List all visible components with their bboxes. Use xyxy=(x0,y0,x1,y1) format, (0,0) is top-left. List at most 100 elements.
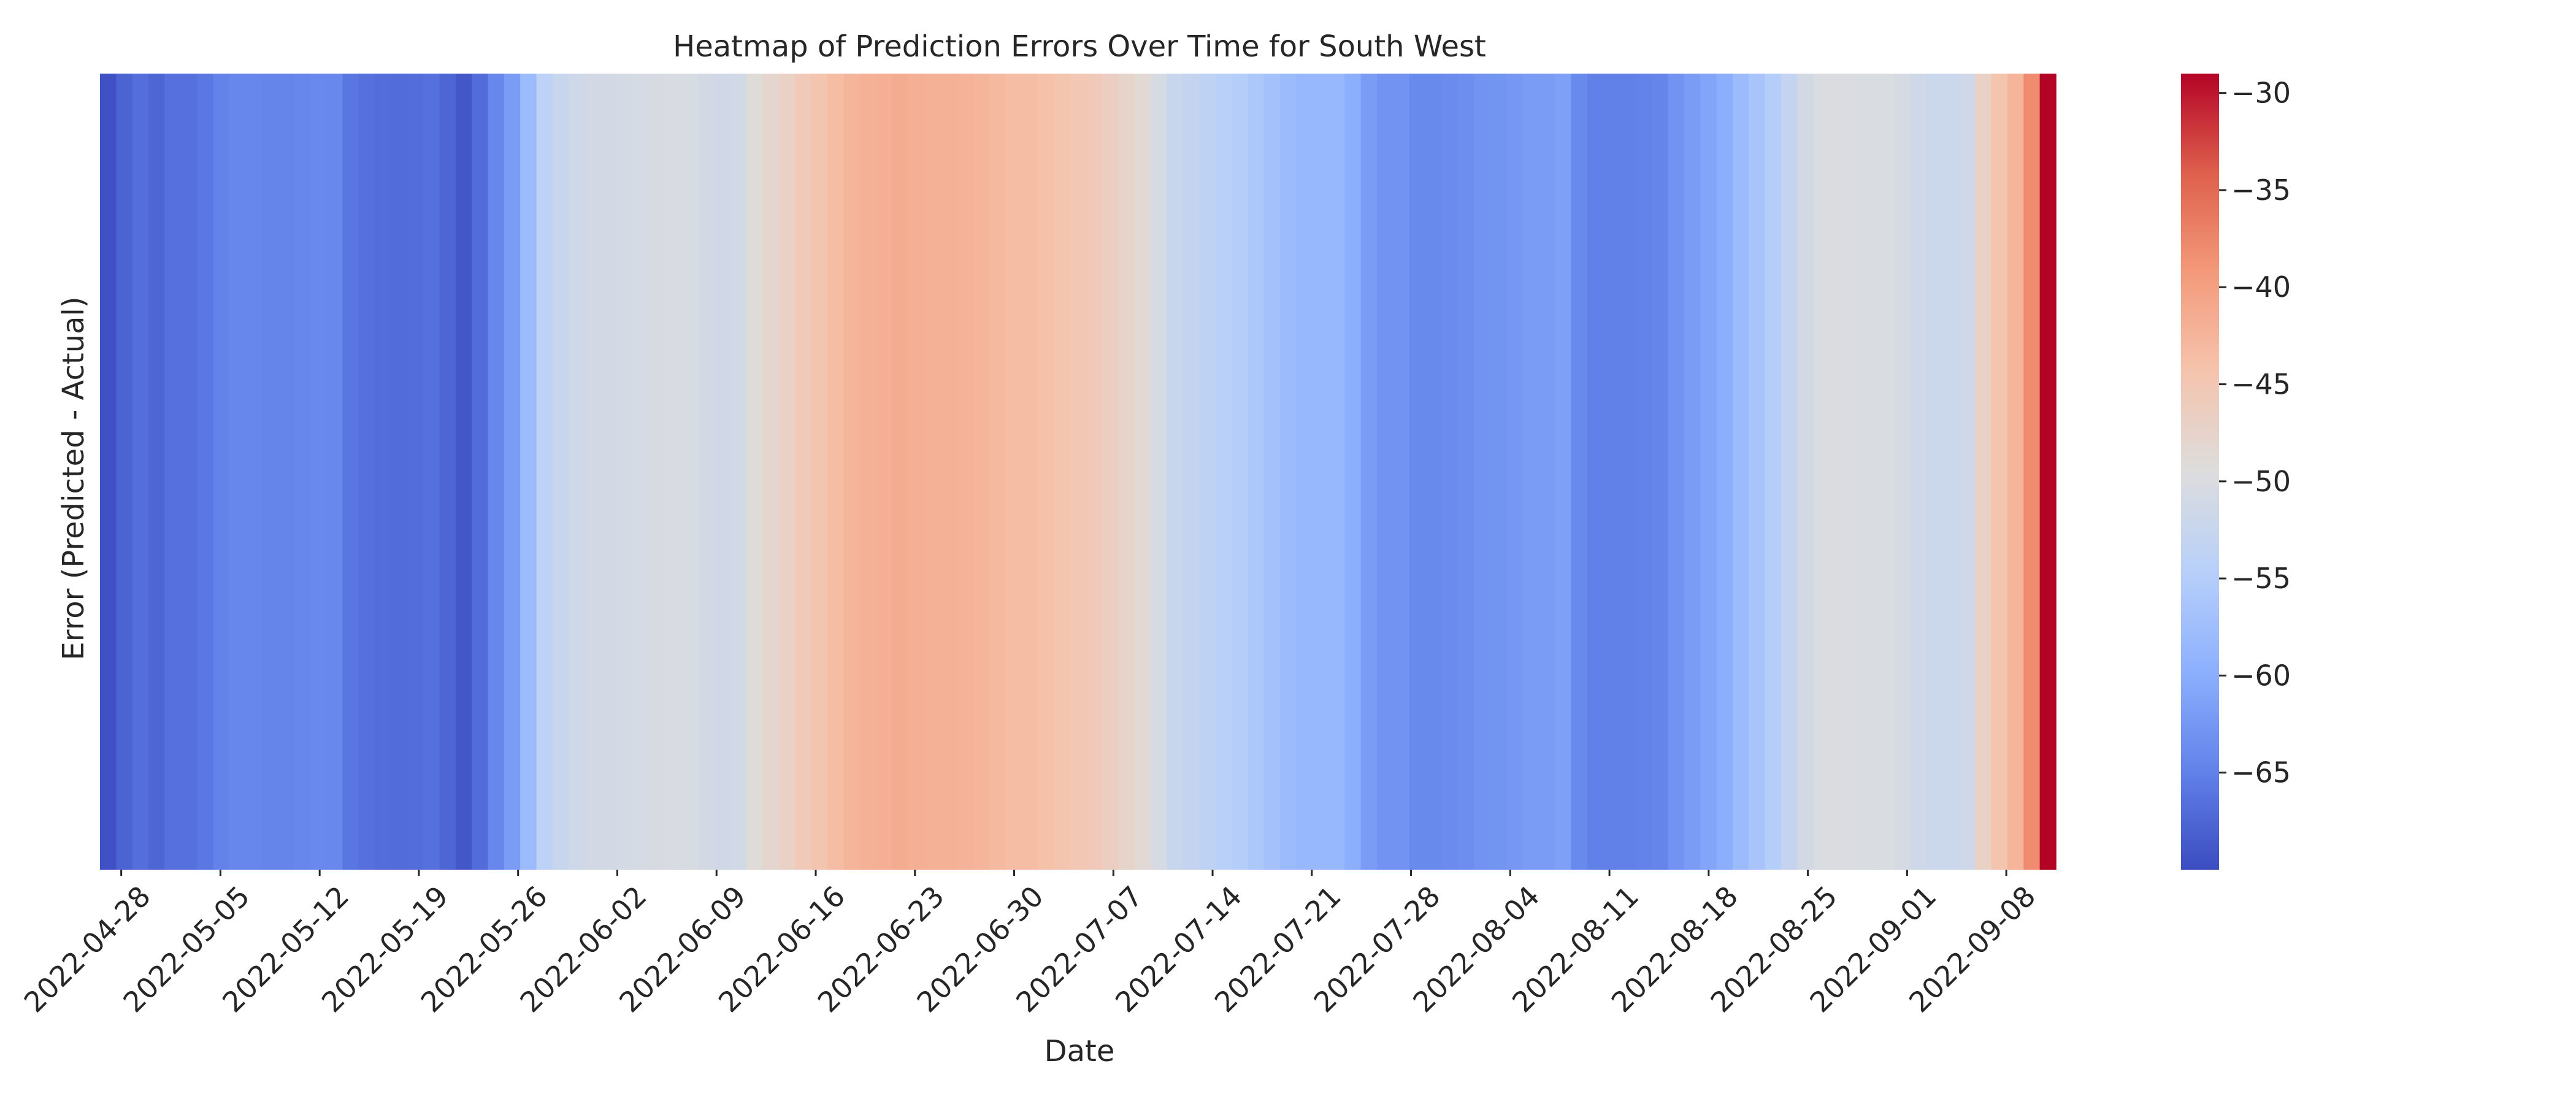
heatmap-cell xyxy=(681,74,699,870)
heatmap-cell xyxy=(1894,74,1911,870)
heatmap-cell xyxy=(1151,74,1168,870)
heatmap-cell xyxy=(859,74,876,870)
heatmap-cell xyxy=(1279,74,1297,870)
heatmap-cell xyxy=(1328,74,1346,870)
heatmap-cell xyxy=(261,74,278,870)
heatmap-cell xyxy=(908,74,925,870)
heatmap-cell xyxy=(277,74,295,870)
heatmap-cell xyxy=(714,74,731,870)
heatmap-cell xyxy=(504,74,521,870)
heatmap-cell xyxy=(1975,74,1992,870)
heatmap-cell xyxy=(778,74,796,870)
heatmap-cell xyxy=(1958,74,1976,870)
heatmap-cell xyxy=(1571,74,1588,870)
heatmap-cell xyxy=(472,74,489,870)
heatmap-cell xyxy=(1700,74,1717,870)
heatmap-cell xyxy=(1490,74,1507,870)
heatmap-cell xyxy=(520,74,537,870)
heatmap-cell xyxy=(375,74,392,870)
heatmap-cell xyxy=(1797,74,1814,870)
heatmap-cell xyxy=(1603,74,1620,870)
heatmap-cell xyxy=(423,74,440,870)
heatmap-cell xyxy=(698,74,715,870)
heatmap-cell xyxy=(1749,74,1766,870)
heatmap-cell xyxy=(2023,74,2041,870)
heatmap-cell xyxy=(342,74,359,870)
heatmap-cell xyxy=(633,74,650,870)
heatmap-cell xyxy=(1635,74,1652,870)
heatmap-cell xyxy=(310,74,327,870)
heatmap-cell xyxy=(1554,74,1572,870)
heatmap-cell xyxy=(2007,74,2025,870)
heatmap-cell xyxy=(1425,74,1443,870)
colorbar xyxy=(2181,74,2219,870)
heatmap-cell xyxy=(1474,74,1491,870)
heatmap-cell xyxy=(245,74,263,870)
heatmap-cell xyxy=(989,74,1006,870)
heatmap-cell xyxy=(811,74,828,870)
heatmap-cell xyxy=(762,74,780,870)
heatmap-cell xyxy=(1457,74,1475,870)
heatmap-cell xyxy=(1134,74,1151,870)
heatmap-cell xyxy=(843,74,861,870)
heatmap-cell xyxy=(601,74,618,870)
heatmap-cell xyxy=(956,74,973,870)
heatmap-cell xyxy=(1005,74,1022,870)
colorbar-ticks: −30 −35 −40 −45 −50 −55 −60 −65 xyxy=(2219,77,2291,789)
heatmap-cell xyxy=(407,74,424,870)
heatmap-cell xyxy=(1021,74,1038,870)
heatmap-cell xyxy=(1522,74,1539,870)
heatmap-cell xyxy=(746,74,764,870)
heatmap-cell xyxy=(180,74,197,870)
heatmap-cell xyxy=(827,74,845,870)
heatmap-cell xyxy=(665,74,683,870)
heatmap-cell xyxy=(1037,74,1054,870)
heatmap-cell xyxy=(1199,74,1216,870)
heatmap-cell xyxy=(358,74,375,870)
heatmap-cell xyxy=(1070,74,1087,870)
y-axis-label: Error (Predicted - Actual) xyxy=(56,296,91,660)
heatmap-cell xyxy=(1538,74,1555,870)
heatmap-cell xyxy=(1942,74,1960,870)
heatmap-cell xyxy=(730,74,748,870)
heatmap-cell xyxy=(552,74,570,870)
heatmap-cell xyxy=(1765,74,1782,870)
heatmap-cell xyxy=(439,74,456,870)
heatmap-cell xyxy=(1360,74,1378,870)
heatmap-cell xyxy=(569,74,586,870)
heatmap-cell xyxy=(1215,74,1232,870)
heatmap-cell xyxy=(132,74,149,870)
colorbar-tick-label: −65 xyxy=(2231,756,2291,789)
heatmap-cell xyxy=(973,74,990,870)
heatmap-cell xyxy=(391,74,408,870)
heatmap-cell xyxy=(617,74,634,870)
heatmap-cell xyxy=(1263,74,1281,870)
colorbar-tick-label: −45 xyxy=(2231,368,2291,401)
x-axis-label: Date xyxy=(1045,1034,1115,1068)
heatmap-cell xyxy=(213,74,230,870)
heatmap-cell xyxy=(1619,74,1636,870)
heatmap-cell xyxy=(1587,74,1604,870)
heatmap-cell xyxy=(1053,74,1071,870)
heatmap-cell xyxy=(924,74,941,870)
heatmap-cell xyxy=(650,74,667,870)
heatmap-cell xyxy=(1296,74,1313,870)
heatmap-cell xyxy=(1377,74,1394,870)
heatmap-cell xyxy=(1344,74,1362,870)
heatmap-cell xyxy=(1652,74,1669,870)
heatmap-cell xyxy=(1409,74,1426,870)
heatmap-cell xyxy=(1846,74,1863,870)
heatmap-cell xyxy=(488,74,505,870)
heatmap-cells xyxy=(100,74,2057,870)
heatmap-cell xyxy=(1684,74,1701,870)
heatmap-cell xyxy=(892,74,909,870)
heatmap-cell xyxy=(1910,74,1927,870)
colorbar-tick-label: −50 xyxy=(2231,465,2291,498)
heatmap-cell xyxy=(229,74,246,870)
heatmap-cell xyxy=(1183,74,1200,870)
heatmap-cell xyxy=(1926,74,1944,870)
heatmap-cell xyxy=(100,74,117,870)
heatmap-cell xyxy=(1732,74,1750,870)
